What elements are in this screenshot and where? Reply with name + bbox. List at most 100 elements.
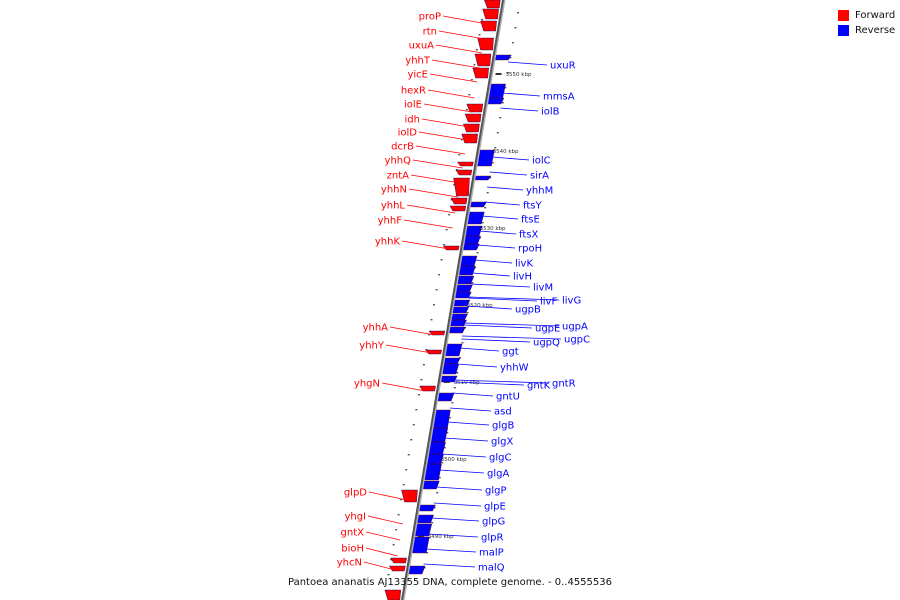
gene-label-livM: livM	[533, 283, 553, 294]
backbone-dot	[448, 417, 451, 419]
gene-label-glgC: glgC	[489, 453, 511, 464]
gene-label-glpR: glpR	[481, 533, 503, 544]
reverse-gene-block	[464, 113, 482, 123]
reverse-gene-block	[463, 123, 480, 133]
gene-leader-line	[459, 347, 500, 352]
gene-label-ftsX: ftsX	[519, 230, 538, 241]
gene-leader-line	[500, 107, 539, 112]
gene-leader-line	[406, 204, 456, 214]
forward-gene-block	[456, 275, 475, 285]
reverse-gene-block	[482, 8, 499, 20]
reverse-gene-block	[388, 565, 406, 572]
gene-label-rpoH: rpoH	[518, 244, 542, 255]
forward-gene-block	[469, 201, 487, 208]
forward-gene-block	[422, 480, 440, 490]
backbone-dot	[433, 507, 436, 509]
reverse-gene-block	[419, 385, 436, 392]
legend-forward: Forward	[838, 8, 895, 23]
gene-label-ggt: ggt	[502, 347, 519, 358]
gene-leader-line	[367, 515, 403, 525]
backbone-dot	[438, 477, 441, 479]
legend-reverse: Reverse	[838, 23, 895, 38]
forward-gene-block	[436, 392, 455, 402]
gene-label-yhhQ: yhhQ	[385, 156, 412, 167]
forward-gene-block	[412, 536, 430, 554]
gene-leader-line	[442, 453, 487, 458]
gene-label-iolD: iolD	[398, 128, 418, 139]
gene-leader-line	[415, 145, 466, 155]
forward-gene-block	[451, 306, 470, 314]
forward-gene-block	[452, 299, 471, 307]
forward-gene-block	[418, 504, 436, 512]
gene-label-glpG: glpG	[482, 517, 505, 528]
reverse-gene-block	[456, 161, 474, 167]
gene-label-yhgI: yhgI	[344, 512, 366, 523]
reverse-gene-block	[484, 0, 501, 9]
gene-label-yhhF: yhhF	[378, 216, 403, 227]
forward-gene-block	[428, 441, 446, 455]
gene-leader-line	[433, 502, 482, 507]
reverse-gene-block	[474, 53, 492, 67]
gene-leader-line	[438, 30, 485, 40]
backbone-dot	[440, 259, 443, 261]
gene-leader-line	[508, 61, 548, 66]
gene-label-hexR: hexR	[401, 86, 426, 97]
backbone-dot	[471, 282, 474, 284]
backbone-dot	[509, 57, 512, 59]
gene-label-yhhK: yhhK	[375, 237, 401, 248]
reverse-gene-block	[453, 177, 470, 197]
gene-label-idh: idh	[405, 115, 420, 126]
gene-label-bioH: bioH	[341, 544, 364, 555]
gene-leader-line	[368, 491, 407, 501]
gene-label-ugpC: ugpC	[564, 335, 590, 346]
gene-leader-line	[436, 486, 483, 491]
gene-leader-line	[452, 392, 494, 397]
backbone-dot	[475, 49, 478, 51]
gene-leader-line	[444, 437, 489, 442]
gene-leader-line	[401, 240, 450, 250]
gene-leader-line	[435, 44, 483, 54]
backbone-dot	[407, 454, 410, 456]
gene-leader-line	[365, 547, 398, 557]
backbone-dot	[480, 19, 483, 21]
legend-forward-label: Forward	[855, 10, 896, 21]
gene-leader-line	[468, 296, 560, 301]
backbone-dot	[402, 484, 405, 486]
gene-label-gntX: gntX	[341, 528, 365, 539]
backbone-dot	[430, 319, 433, 321]
backbone-dot	[397, 514, 400, 516]
gene-label-uxuA: uxuA	[409, 41, 435, 52]
gene-leader-line	[466, 305, 513, 310]
backbone-dot	[448, 214, 451, 216]
reverse-gene-block	[477, 37, 494, 51]
backbone-dot	[387, 574, 390, 576]
forward-swatch	[838, 10, 849, 21]
gene-leader-line	[365, 531, 401, 541]
gene-leader-line	[431, 517, 480, 522]
gene-leader-line	[449, 407, 492, 412]
backbone-dot	[427, 334, 430, 336]
backbone-dot	[390, 559, 393, 561]
backbone-dot	[489, 177, 492, 179]
forward-gene-block	[464, 225, 483, 237]
forward-gene-block	[473, 175, 492, 181]
backbone-dot	[453, 387, 456, 389]
gene-leader-line	[486, 186, 524, 191]
backbone-dot	[499, 117, 502, 119]
gene-leader-line	[428, 533, 479, 538]
gene-label-livG: livG	[562, 296, 581, 307]
backbone-dot	[415, 409, 418, 411]
legend-reverse-label: Reverse	[855, 25, 896, 36]
gene-label-livF: livF	[540, 297, 557, 308]
gene-label-glgX: glgX	[491, 437, 513, 448]
backbone-dot	[445, 229, 448, 231]
backbone-dot	[446, 432, 449, 434]
gene-label-glgA: glgA	[487, 469, 509, 480]
gene-label-yhhY: yhhY	[359, 341, 385, 352]
gene-leader-line	[464, 322, 560, 327]
backbone-dot	[431, 522, 434, 524]
reverse-gene-block	[450, 197, 468, 205]
gene-leader-line	[429, 73, 478, 83]
backbone-dot	[476, 252, 479, 254]
backbone-dot	[405, 469, 408, 471]
